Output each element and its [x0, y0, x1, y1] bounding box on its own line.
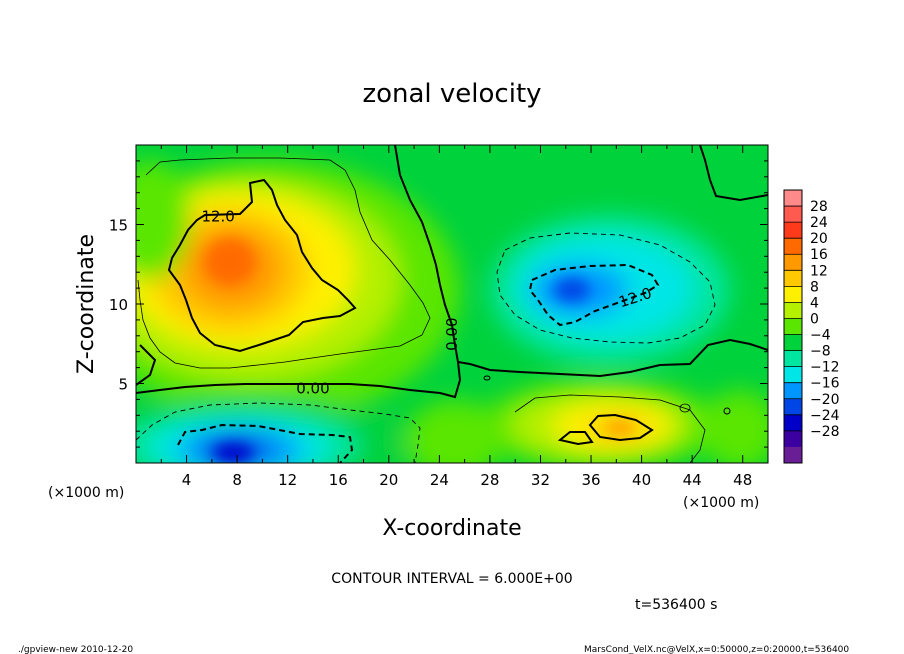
contour-m6-bl: [136, 402, 421, 463]
x-tick-label: 24: [430, 471, 449, 489]
y-axis-ticks: 5 10 15: [109, 160, 768, 448]
y-axis-label: Z-coordinate: [74, 234, 99, 374]
contour-label: 12.0: [201, 208, 234, 226]
colorbar-swatch: [784, 382, 802, 400]
x-tick-label: 36: [581, 471, 600, 489]
colorbar-label: 20: [810, 231, 828, 247]
colorbar-label: 16: [810, 247, 828, 263]
y-tick-label: 5: [118, 376, 128, 394]
colorbar-label: 28: [810, 199, 828, 215]
colorbar-swatch: [784, 430, 802, 448]
color-field: 12.012.00.000.00: [136, 145, 768, 463]
colorbar-swatch: [784, 350, 802, 368]
x-tick-label: 48: [733, 471, 752, 489]
colorbar-label: −16: [810, 376, 840, 392]
x-axis-ticks: 4 8 12 16 20 24 28 32 36 40 44 48: [160, 145, 752, 489]
colorbar-label: −8: [810, 344, 831, 360]
contour-m12-bl: [177, 423, 354, 463]
contour-island: [679, 403, 691, 413]
colorbar-swatch: [784, 318, 802, 336]
contour-m12-right: [528, 263, 660, 327]
contour-m6-right: [496, 232, 716, 344]
x-tick-label: 8: [232, 471, 242, 489]
colorbar-label: 24: [810, 215, 828, 231]
colorbar-swatch: [784, 414, 802, 432]
field-zone: [554, 278, 590, 302]
colorbar-label: −28: [810, 424, 840, 440]
x-unit-right: (×1000 m): [683, 495, 759, 511]
x-tick-label: 32: [531, 471, 550, 489]
colorbar-swatch: [784, 238, 802, 255]
x-unit-left: (×1000 m): [48, 485, 124, 501]
x-tick-label: 28: [480, 471, 499, 489]
contour-6-br: [514, 394, 706, 463]
chart-title: zonal velocity: [362, 79, 541, 109]
x-tick-label: 20: [379, 471, 398, 489]
x-tick-label: 44: [683, 471, 702, 489]
x-tick-label: 4: [182, 471, 192, 489]
colorbar-frame: [783, 189, 803, 464]
colorbar-swatch: [784, 190, 802, 207]
field-zone: [606, 422, 634, 434]
footer-left: ./gpview-new 2010-12-20: [18, 645, 133, 654]
contour-0-main: [136, 338, 768, 399]
colorbar-swatch: [784, 366, 802, 384]
contour-island: [483, 375, 491, 381]
field-cores: [204, 238, 634, 462]
colorbar-label: 0: [810, 311, 819, 327]
field-blobs: [136, 160, 768, 463]
colorbar-swatch: [784, 254, 802, 271]
contour-12-tl: [167, 178, 357, 353]
contour-12-br: [588, 413, 654, 442]
contour-0-left: [136, 344, 157, 386]
field-zone: [204, 238, 256, 286]
colorbar-swatch: [784, 270, 802, 287]
contour-label: 0.00: [443, 318, 461, 351]
field-zone: [700, 390, 768, 463]
colorbar-label: −12: [810, 360, 840, 376]
colorbar-swatch: [784, 334, 802, 352]
time-stamp: t=536400 s: [635, 597, 717, 613]
colorbar-label: −24: [810, 408, 840, 424]
colorbar-swatch: [784, 286, 802, 303]
colorbar-swatch: [784, 398, 802, 416]
x-tick-label: 16: [329, 471, 348, 489]
field-zone: [213, 444, 253, 462]
colorbar-swatch: [784, 446, 802, 464]
contour-label: 0.00: [296, 379, 329, 397]
x-tick-label: 40: [632, 471, 651, 489]
colorbar-swatch: [784, 206, 802, 223]
contour-0-tr: [699, 145, 768, 202]
footer-right: MarsCond_VelX.nc@VelX,x=0:50000,z=0:2000…: [584, 645, 849, 654]
colorbar-swatch: [784, 222, 802, 239]
x-tick-label: 12: [278, 471, 297, 489]
colorbar-label: 8: [810, 279, 819, 295]
y-tick-label: 15: [109, 217, 128, 235]
contour-6-tl: [137, 157, 431, 369]
contour-0-vertical: [399, 174, 459, 363]
colorbar-label: 4: [810, 295, 819, 311]
field-zone: [405, 400, 505, 463]
contours: [136, 145, 768, 463]
colorbar-label: 12: [810, 263, 828, 279]
contour-0-top: [394, 145, 401, 176]
contour-interval: CONTOUR INTERVAL = 6.000E+00: [331, 571, 572, 587]
contour-12-br2: [557, 431, 594, 446]
colorbar-swatch: [784, 302, 802, 319]
y-tick-label: 10: [109, 296, 128, 314]
colorbar-label: −4: [810, 328, 831, 344]
contour-island: [723, 407, 731, 415]
x-axis-label: X-coordinate: [382, 516, 521, 541]
colorbar-label: −20: [810, 392, 840, 408]
